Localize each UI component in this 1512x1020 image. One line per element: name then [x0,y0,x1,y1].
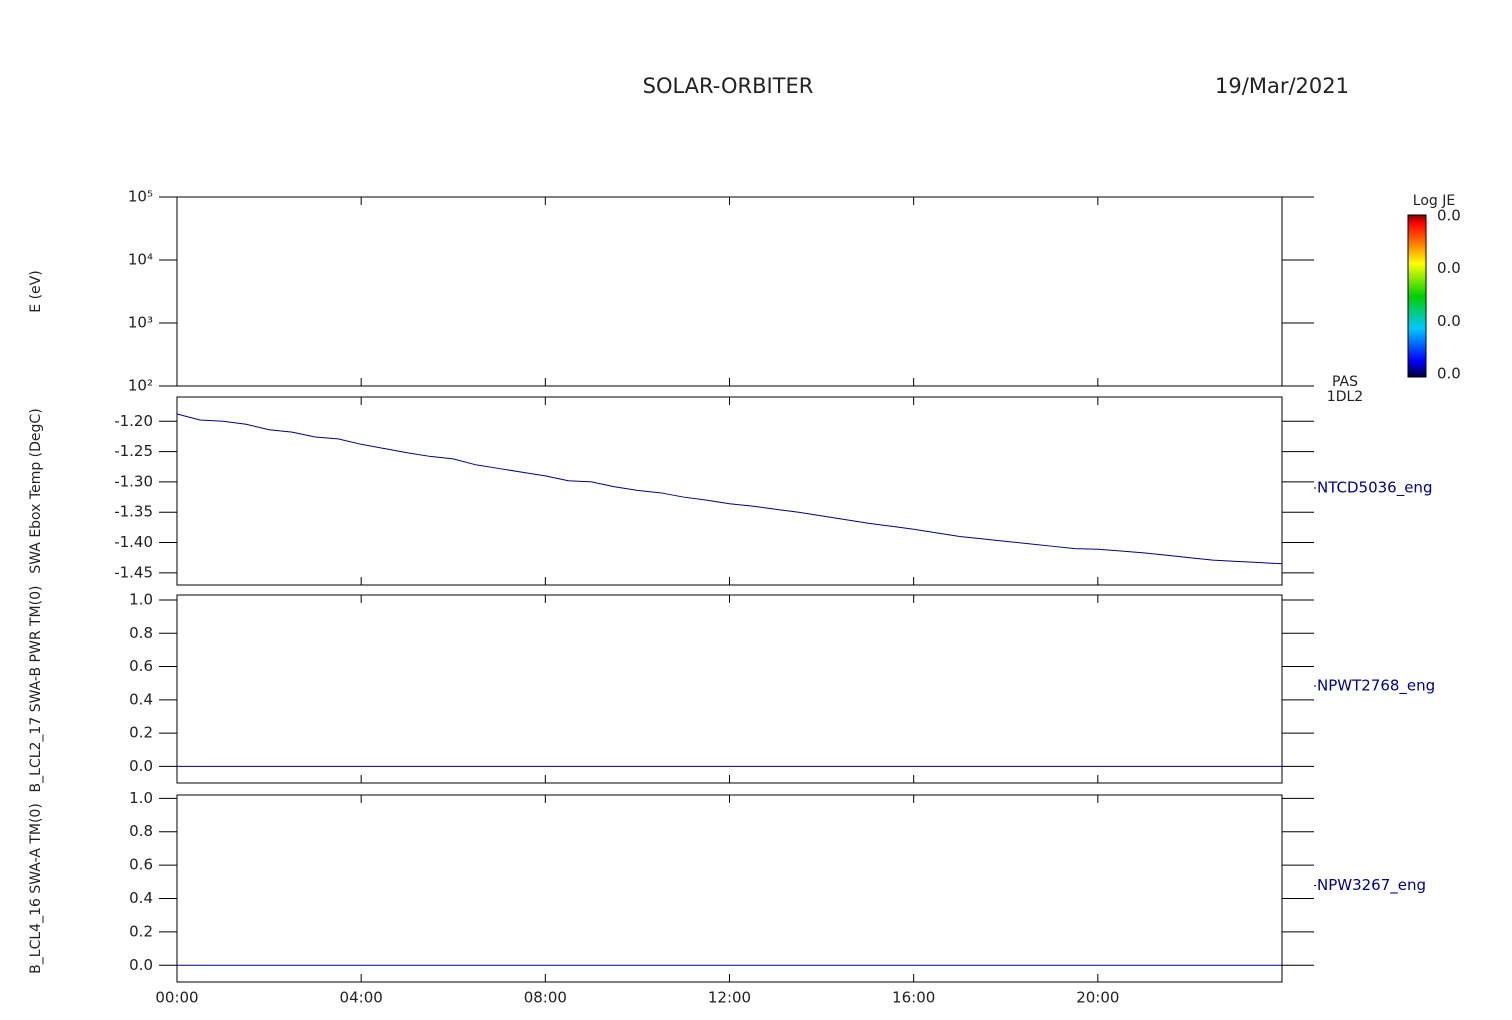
data-line [176,413,1283,565]
colorbar [1407,214,1427,378]
panel-frame [176,594,1283,784]
y-tick-label: 0.6 [129,856,153,874]
y-tick-label: -1.20 [114,412,153,430]
y-axis-label: SWA Ebox Temp (DegC) [28,408,44,573]
panel-frame [176,794,1283,983]
y-axis-label: B_LCL4_16 SWA-A TM(0) [28,803,44,974]
y-axis-label: E (eV) [28,270,44,312]
date: 19/Mar/2021 [1215,74,1349,98]
y-tick-label: 0.4 [129,690,153,708]
colorbar-label: 0.0 [1437,365,1461,383]
y-tick-label: 0.8 [129,822,153,840]
y-tick-label: 1.0 [129,789,153,807]
y-tick-label: 10⁵ [128,188,153,206]
legend-entry: NPW3267_eng [1317,876,1426,895]
title: SOLAR-ORBITER [643,74,814,98]
x-tick-label: 00:00 [155,989,198,1007]
y-tick-label: 0.2 [129,922,153,940]
legend-entry: NTCD5036_eng [1317,479,1432,498]
x-tick-label: 08:00 [524,989,567,1007]
y-axis-label: B_LCL2_17 SWA-B PWR TM(0) [28,586,44,793]
right-label: 1DL2 [1327,389,1363,405]
colorbar-label: 0.0 [1437,312,1461,330]
y-tick-label: -1.45 [114,563,153,581]
y-tick-label: 0.6 [129,657,153,675]
y-tick-label: 0.2 [129,724,153,742]
y-tick-label: 0.0 [129,757,153,775]
x-tick-label: 12:00 [708,989,751,1007]
x-tick-label: 16:00 [892,989,935,1007]
y-tick-label: 1.0 [129,590,153,608]
x-tick-label: 04:00 [340,989,383,1007]
y-tick-label: -1.25 [114,442,153,460]
y-tick-label: -1.35 [114,503,153,521]
x-tick-label: 20:00 [1076,989,1119,1007]
y-tick-label: 0.4 [129,889,153,907]
y-tick-label: 10³ [128,314,153,332]
colorbar-label: 0.0 [1437,259,1461,277]
y-tick-label: 10⁴ [128,251,153,269]
y-tick-label: 0.8 [129,624,153,642]
y-tick-label: -1.30 [114,472,153,490]
legend-entry: NPWT2768_eng [1317,677,1435,696]
colorbar-label: 0.0 [1437,207,1461,225]
y-tick-label: 0.0 [129,956,153,974]
panel-frame [176,396,1283,586]
y-tick-label: 10² [128,377,153,395]
panel-frame [176,196,1283,387]
colorbar-title: Log JE [1413,193,1455,209]
y-tick-label: -1.40 [114,533,153,551]
right-label: PAS [1332,374,1358,390]
